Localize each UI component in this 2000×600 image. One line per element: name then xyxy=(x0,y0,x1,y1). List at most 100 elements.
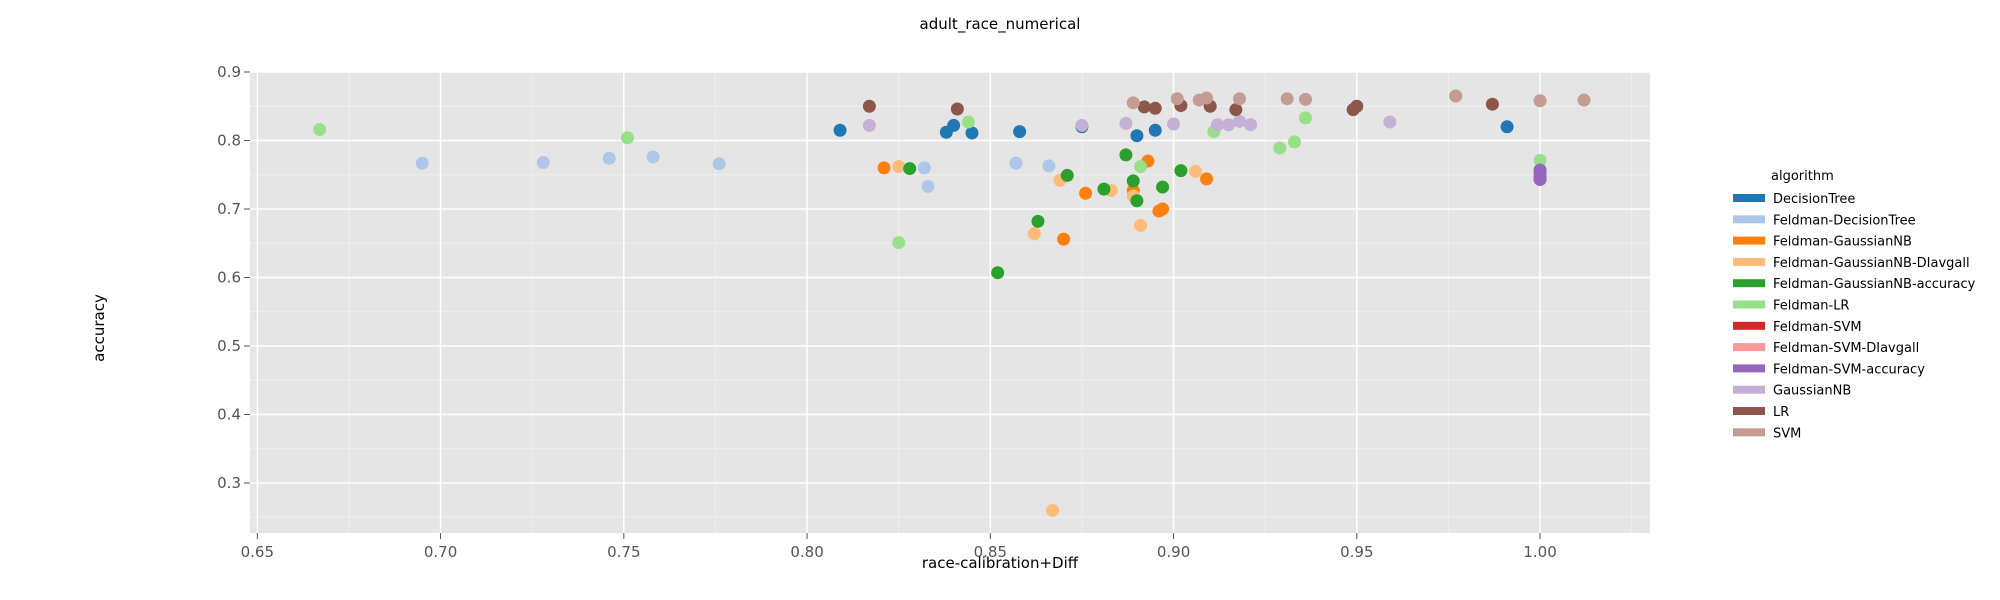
point-feldman-lr xyxy=(1533,153,1547,167)
point-lr xyxy=(1485,97,1499,111)
y-tick-label: 0.7 xyxy=(217,200,241,218)
point-gaussiannb xyxy=(1244,118,1258,132)
point-svm xyxy=(1298,92,1312,106)
legend-label-feldman-svm-accuracy: Feldman-SVM-accuracy xyxy=(1773,362,1925,377)
point-svm xyxy=(1280,92,1294,106)
legend-label-feldman-svm-diavgall: Feldman-SVM-DIavgall xyxy=(1773,341,1919,356)
point-feldman-gaussiannb-accuracy xyxy=(1156,180,1170,194)
point-feldman-gaussiannb xyxy=(1156,202,1170,216)
y-tick-label: 0.5 xyxy=(217,337,241,355)
legend-label-feldman-gaussiannb-diavgall: Feldman-GaussianNB-DIavgall xyxy=(1773,256,1970,271)
point-gaussiannb xyxy=(1222,118,1236,132)
minor-gridlines xyxy=(250,72,1650,533)
x-tick-label: 0.65 xyxy=(241,543,274,561)
legend-label-feldman-gaussiannb-accuracy: Feldman-GaussianNB-accuracy xyxy=(1773,277,1976,292)
data-points xyxy=(313,89,1591,517)
point-feldman-gaussiannb xyxy=(1200,172,1214,186)
major-gridlines xyxy=(250,71,1650,533)
point-gaussiannb xyxy=(1211,118,1225,132)
point-svm xyxy=(1449,89,1463,103)
point-feldman-gaussiannb xyxy=(1079,186,1093,200)
point-feldman-gaussiannb-accuracy xyxy=(991,266,1005,280)
x-tick-label: 0.70 xyxy=(424,543,457,561)
legend-label-decisiontree: DecisionTree xyxy=(1773,192,1855,207)
point-feldman-gaussiannb-accuracy xyxy=(903,162,917,176)
point-feldman-lr xyxy=(620,131,634,145)
point-lr xyxy=(1137,100,1151,114)
point-feldman-gaussiannb-diavgall xyxy=(1189,164,1203,178)
point-feldman-decisiontree xyxy=(712,157,726,171)
point-feldman-gaussiannb-diavgall xyxy=(1046,503,1060,517)
point-feldman-gaussiannb xyxy=(1057,232,1071,246)
legend-swatch-feldman-gaussiannb-accuracy xyxy=(1733,279,1765,288)
x-tick-label: 0.80 xyxy=(790,543,823,561)
point-decisiontree xyxy=(1500,120,1514,134)
point-feldman-decisiontree xyxy=(602,151,616,165)
legend-label-feldman-svm: Feldman-SVM xyxy=(1773,320,1862,335)
y-tick-label: 0.6 xyxy=(217,268,241,286)
legend-swatch-svm xyxy=(1733,428,1765,437)
point-svm xyxy=(1170,92,1184,106)
point-gaussiannb xyxy=(1075,118,1089,132)
point-lr xyxy=(1350,99,1364,113)
point-feldman-lr xyxy=(1288,135,1302,149)
point-gaussiannb xyxy=(1383,115,1397,129)
point-feldman-gaussiannb-accuracy xyxy=(1130,194,1144,208)
legend-swatch-lr xyxy=(1733,407,1765,415)
point-feldman-decisiontree xyxy=(646,150,660,164)
legend-swatch-gaussiannb xyxy=(1733,385,1765,394)
point-feldman-lr xyxy=(1134,160,1148,174)
point-gaussiannb xyxy=(862,118,876,132)
point-svm xyxy=(1200,91,1214,105)
legend-swatch-feldman-gaussiannb xyxy=(1733,236,1765,245)
point-decisiontree xyxy=(1013,125,1027,139)
x-axis-tick-labels: 0.65 0.70 0.75 0.80 0.85 0.90 0.95 1.00 xyxy=(241,543,1557,561)
legend-label-feldman-gaussiannb: Feldman-GaussianNB xyxy=(1773,235,1912,250)
point-feldman-lr xyxy=(961,115,975,129)
legend-label-feldman-lr: Feldman-LR xyxy=(1773,299,1849,314)
point-feldman-decisiontree xyxy=(1009,156,1023,170)
y-axis-label: accuracy xyxy=(90,294,108,362)
x-tick-label: 0.90 xyxy=(1157,543,1190,561)
legend-label-lr: LR xyxy=(1773,405,1789,420)
point-decisiontree xyxy=(1148,123,1162,137)
legend-swatch-feldman-lr xyxy=(1733,300,1765,309)
point-feldman-decisiontree xyxy=(536,155,550,169)
point-feldman-gaussiannb-accuracy xyxy=(1031,214,1045,228)
point-feldman-gaussiannb xyxy=(877,161,891,175)
x-tick-label: 0.75 xyxy=(607,543,640,561)
legend-swatch-feldman-gaussiannb-diavgall xyxy=(1733,257,1765,266)
x-tick-label: 0.85 xyxy=(974,543,1007,561)
point-feldman-decisiontree xyxy=(921,179,935,193)
point-feldman-gaussiannb-accuracy xyxy=(1119,148,1133,162)
point-decisiontree xyxy=(1130,129,1144,143)
point-lr xyxy=(1148,101,1162,115)
point-gaussiannb xyxy=(1119,116,1133,130)
point-svm xyxy=(1126,96,1140,110)
y-axis-tick-labels: 0.3 0.4 0.5 0.6 0.7 0.8 0.9 xyxy=(217,63,241,492)
point-feldman-gaussiannb-diavgall xyxy=(1027,227,1041,241)
point-feldman-lr xyxy=(892,236,906,250)
legend-label-svm: SVM xyxy=(1773,426,1801,441)
point-feldman-gaussiannb-accuracy xyxy=(1060,168,1074,182)
point-feldman-gaussiannb-accuracy xyxy=(1097,182,1111,196)
legend-title: algorithm xyxy=(1771,169,1834,184)
point-feldman-gaussiannb-accuracy xyxy=(1174,164,1188,178)
legend-label-gaussiannb: GaussianNB xyxy=(1773,384,1851,399)
point-feldman-gaussiannb-diavgall xyxy=(892,160,906,174)
point-lr xyxy=(1229,103,1243,117)
point-feldman-gaussiannb-accuracy xyxy=(1126,174,1140,188)
legend-swatch-feldman-svm xyxy=(1733,321,1765,330)
point-decisiontree xyxy=(833,123,847,137)
axis-ticks xyxy=(244,71,1541,539)
point-gaussiannb xyxy=(1233,114,1247,128)
x-tick-label: 1.00 xyxy=(1523,543,1556,561)
point-feldman-decisiontree xyxy=(917,161,931,175)
plot-background xyxy=(250,72,1650,533)
y-tick-label: 0.4 xyxy=(217,405,241,423)
y-tick-label: 0.3 xyxy=(217,474,241,492)
point-feldman-lr xyxy=(313,123,327,137)
legend-swatch-feldman-svm-accuracy xyxy=(1733,364,1765,373)
point-feldman-lr xyxy=(1298,111,1312,125)
